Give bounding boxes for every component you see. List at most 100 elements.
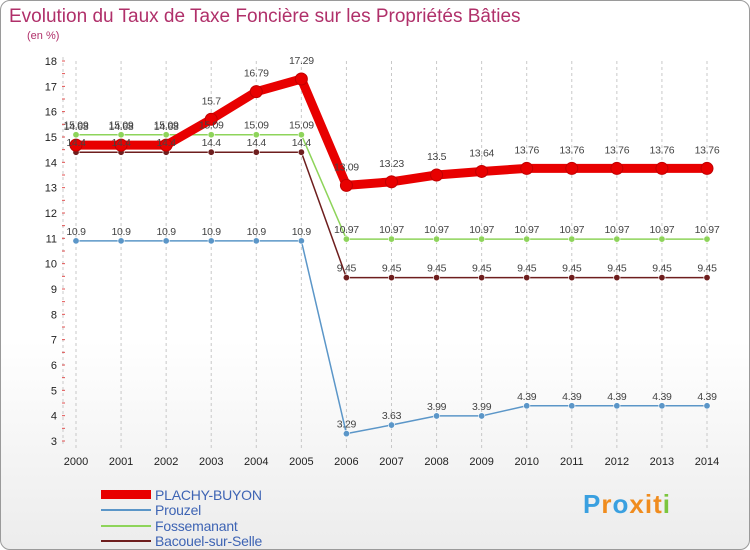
data-label: 14.68 — [154, 121, 179, 133]
data-label: 10.97 — [514, 224, 539, 236]
data-label: 9.45 — [472, 263, 492, 275]
data-point — [703, 235, 711, 243]
series-bacouel-sur-selle — [72, 148, 711, 282]
x-tick-label: 2001 — [109, 456, 133, 468]
data-point — [342, 430, 350, 438]
data-point — [252, 237, 260, 245]
data-point — [339, 178, 353, 192]
logo-letter: i — [662, 489, 671, 519]
data-label: 14.68 — [109, 121, 134, 133]
data-point — [703, 274, 711, 282]
data-label: 15.09 — [109, 120, 134, 132]
data-point — [162, 237, 170, 245]
data-point — [387, 421, 395, 429]
data-point — [207, 237, 215, 245]
logo-letter: r — [601, 489, 613, 519]
y-tick-label: 4 — [51, 411, 57, 423]
legend-item: Bacouel-sur-Selle — [101, 533, 262, 549]
data-label: 15.09 — [289, 120, 314, 132]
data-point — [114, 138, 128, 152]
data-point — [297, 131, 305, 139]
data-label: 10.9 — [292, 226, 312, 238]
y-tick-label: 13 — [45, 183, 57, 195]
data-label: 9.45 — [517, 263, 537, 275]
data-label: 14.4 — [202, 137, 222, 149]
data-point — [700, 161, 714, 175]
data-point — [430, 168, 444, 182]
data-point — [703, 402, 711, 410]
data-label: 10.97 — [469, 224, 494, 236]
data-label: 17.29 — [289, 55, 314, 67]
data-point — [658, 402, 666, 410]
x-tick-label: 2002 — [154, 456, 178, 468]
y-tick-label: 17 — [45, 81, 57, 93]
data-point — [475, 164, 489, 178]
data-point — [613, 235, 621, 243]
logo-letter: t — [653, 489, 663, 519]
data-point — [297, 148, 305, 156]
y-tick-label: 8 — [51, 309, 57, 321]
logo-letter: P — [583, 489, 602, 519]
data-label: 10.97 — [334, 224, 359, 236]
chart-title: Evolution du Taux de Taxe Foncière sur l… — [9, 6, 521, 27]
data-point — [613, 274, 621, 282]
data-point — [294, 72, 308, 86]
logo-letter: i — [644, 489, 654, 519]
data-label: 10.9 — [66, 226, 86, 238]
data-label: 13.5 — [427, 151, 447, 163]
data-label: 13.76 — [650, 144, 675, 156]
data-point — [249, 85, 263, 99]
x-tick-label: 2006 — [334, 456, 358, 468]
data-point — [117, 237, 125, 245]
legend-swatch — [101, 509, 151, 512]
legend-label: PLACHY-BUYON — [155, 486, 262, 503]
legend-swatch — [101, 524, 151, 527]
data-label: 14.4 — [111, 137, 131, 149]
data-label: 10.97 — [559, 224, 584, 236]
data-label: 10.9 — [111, 226, 131, 238]
x-tick-label: 2005 — [289, 456, 313, 468]
data-point — [342, 274, 350, 282]
legend-item: Prouzel — [101, 502, 262, 518]
data-point — [520, 161, 534, 175]
data-label: 4.39 — [517, 391, 537, 403]
data-point — [387, 274, 395, 282]
data-label: 3.99 — [427, 401, 447, 413]
data-label: 10.97 — [650, 224, 675, 236]
data-label: 9.45 — [427, 263, 447, 275]
data-label: 3.99 — [472, 401, 492, 413]
data-label: 4.39 — [607, 391, 627, 403]
legend-swatch — [101, 490, 151, 500]
data-label: 14.4 — [157, 137, 177, 149]
y-tick-label: 7 — [51, 335, 57, 347]
y-tick-label: 10 — [45, 259, 57, 271]
data-label: 4.39 — [697, 391, 717, 403]
data-label: 4.39 — [652, 391, 672, 403]
data-label: 15.09 — [199, 120, 224, 132]
y-tick-label: 9 — [51, 284, 57, 296]
data-label: 13.76 — [604, 144, 629, 156]
data-point — [478, 274, 486, 282]
data-label: 9.45 — [697, 263, 717, 275]
y-tick-label: 3 — [51, 436, 57, 448]
x-tick-label: 2014 — [695, 456, 719, 468]
y-tick-label: 5 — [51, 385, 57, 397]
data-label: 4.39 — [562, 391, 582, 403]
data-point — [433, 412, 441, 420]
data-point — [433, 235, 441, 243]
data-point — [252, 131, 260, 139]
data-point — [613, 402, 621, 410]
data-label: 10.97 — [695, 224, 720, 236]
data-point — [478, 235, 486, 243]
data-label: 14.4 — [247, 137, 267, 149]
y-tick-label: 16 — [45, 107, 57, 119]
data-label: 14.4 — [66, 137, 86, 149]
x-tick-label: 2011 — [560, 456, 584, 468]
data-label: 3.63 — [382, 410, 402, 422]
data-label: 15.09 — [64, 120, 89, 132]
y-tick-label: 12 — [45, 208, 57, 220]
data-point — [433, 274, 441, 282]
legend-item: Fossemanant — [101, 518, 262, 534]
x-tick-label: 2010 — [514, 456, 538, 468]
